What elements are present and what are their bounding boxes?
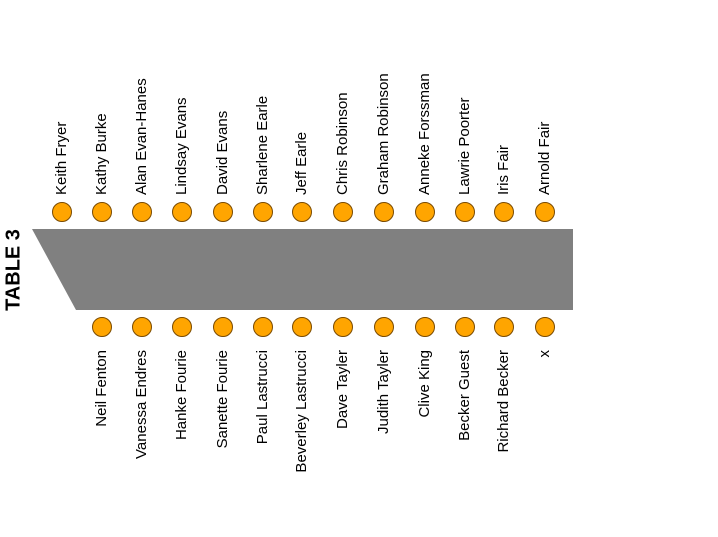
seat xyxy=(172,317,192,337)
guest-name: Vanessa Endres xyxy=(133,350,150,459)
seat xyxy=(494,202,514,222)
guest-name: x xyxy=(536,350,553,358)
guest-name: Judith Tayler xyxy=(375,350,392,434)
guest-name: Dave Tayler xyxy=(334,350,351,429)
guest-name: Chris Robinson xyxy=(334,92,351,195)
seat xyxy=(333,317,353,337)
seat xyxy=(92,202,112,222)
guest-name: Jeff Earle xyxy=(293,132,310,195)
guest-name: Richard Becker xyxy=(495,350,512,453)
seat xyxy=(374,317,394,337)
seat xyxy=(535,202,555,222)
guest-name: Hanke Fourie xyxy=(173,350,190,440)
seat xyxy=(292,317,312,337)
guest-name: Beverley Lastrucci xyxy=(293,350,310,473)
seat xyxy=(253,317,273,337)
guest-name: Lindsay Evans xyxy=(173,97,190,195)
guest-name: Paul Lastrucci xyxy=(254,350,271,444)
seat xyxy=(333,202,353,222)
guest-name: Graham Robinson xyxy=(375,73,392,195)
table xyxy=(32,229,573,310)
seat xyxy=(292,202,312,222)
seat xyxy=(172,202,192,222)
seat xyxy=(52,202,72,222)
guest-name: Iris Fair xyxy=(495,145,512,195)
seat xyxy=(132,202,152,222)
seat xyxy=(213,202,233,222)
seat xyxy=(415,317,435,337)
seat xyxy=(494,317,514,337)
guest-name: Sanette Fourie xyxy=(214,350,231,448)
guest-name: Keith Fryer xyxy=(53,122,70,195)
seat xyxy=(213,317,233,337)
table-title: TABLE 3 xyxy=(2,229,24,311)
seat xyxy=(92,317,112,337)
seat xyxy=(253,202,273,222)
seat xyxy=(374,202,394,222)
guest-name: Kathy Burke xyxy=(93,113,110,195)
seat xyxy=(535,317,555,337)
guest-name: Neil Fenton xyxy=(93,350,110,427)
seat xyxy=(415,202,435,222)
guest-name: Sharlene Earle xyxy=(254,96,271,195)
seat xyxy=(455,317,475,337)
guest-name: Arnold Fair xyxy=(536,122,553,195)
guest-name: Becker Guest xyxy=(456,349,473,441)
seat xyxy=(132,317,152,337)
guest-name: Anneke Forssman xyxy=(416,73,433,195)
guest-name: Clive King xyxy=(416,350,433,418)
seat xyxy=(455,202,475,222)
guest-name: Alan Evan-Hanes xyxy=(133,78,150,195)
guest-name: David Evans xyxy=(214,111,231,195)
guest-name: Lawrie Poorter xyxy=(456,97,473,195)
